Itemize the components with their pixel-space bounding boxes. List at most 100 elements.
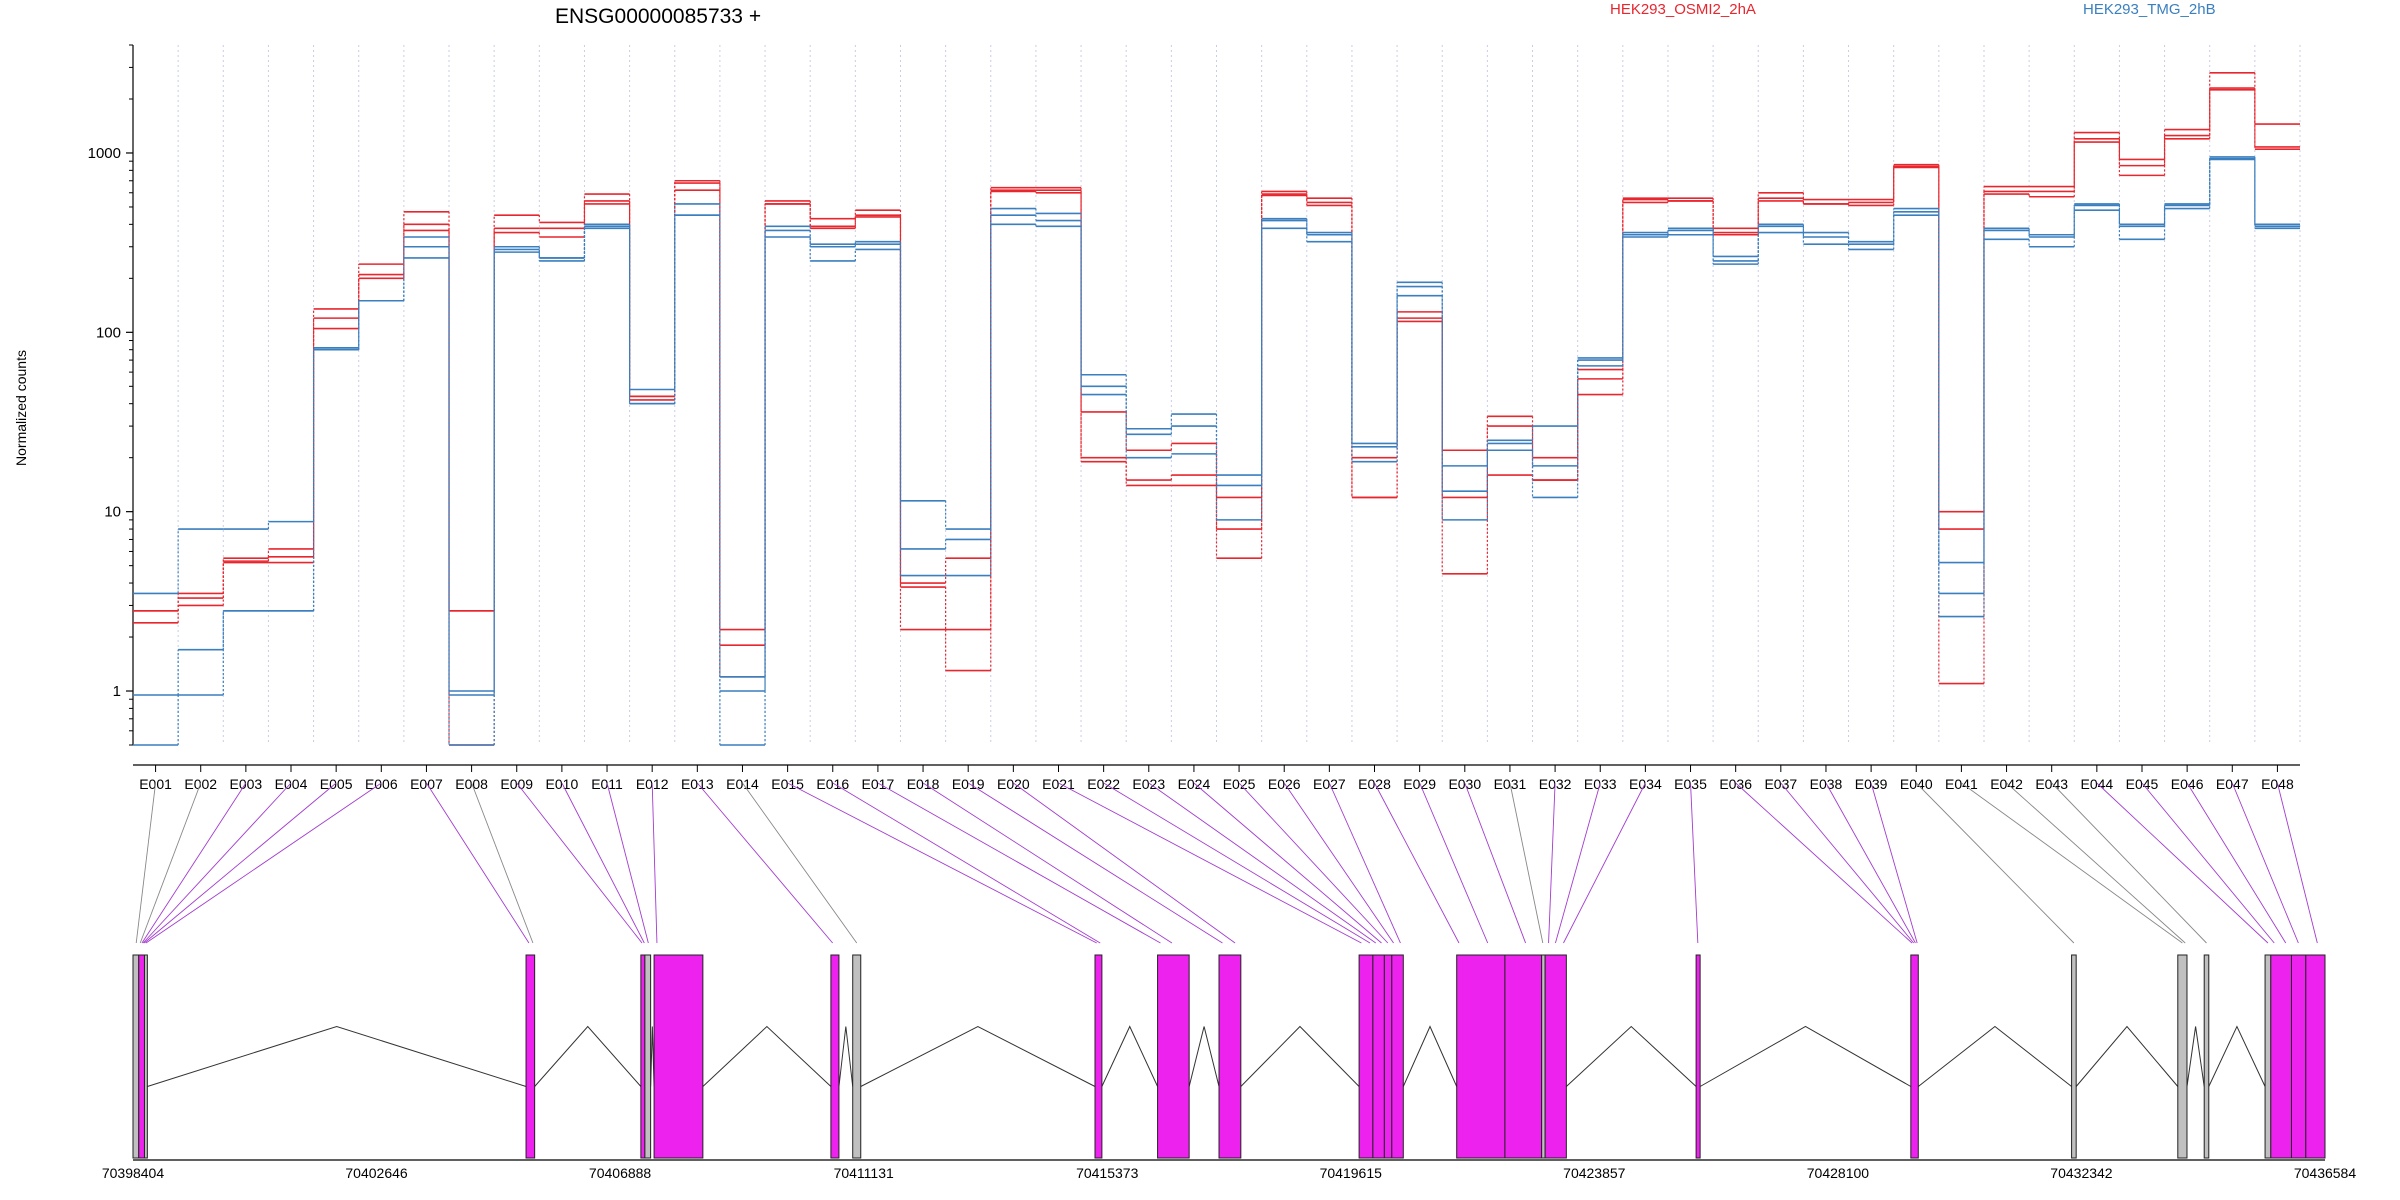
intron	[2208, 1025, 2266, 1087]
genome-tick-label: 70398404	[102, 1165, 165, 1181]
intron	[147, 1025, 527, 1087]
plot-axes: 1 10 100 1000	[88, 44, 2300, 772]
exon-connector	[2231, 782, 2299, 944]
exon-tick-label: E025	[1223, 776, 1256, 792]
exon-connector	[2096, 782, 2269, 944]
intron	[1240, 1025, 1360, 1087]
exon-block	[132, 954, 140, 1159]
exon-tick-label: E040	[1900, 776, 1933, 792]
exon-block	[653, 954, 704, 1159]
exon-connector	[426, 782, 530, 944]
exon-connector	[1961, 782, 2183, 944]
exon-block	[1391, 954, 1404, 1159]
exon-connector	[1419, 782, 1489, 944]
intron	[650, 1026, 655, 1087]
exon-connector	[1780, 782, 1915, 944]
exon-block	[2071, 954, 2077, 1159]
exon-connector	[1238, 782, 1389, 944]
chart-title: ENSG00000085733 +	[555, 5, 761, 28]
exon-tick-label: E026	[1268, 776, 1301, 792]
exon-connector	[1690, 782, 1699, 944]
exon-connector	[516, 782, 643, 944]
genome-tick-label: 70411131	[834, 1165, 894, 1181]
exon-connector	[1735, 782, 1913, 944]
exon-connector	[2276, 782, 2318, 944]
exon-block	[640, 954, 646, 1159]
intron	[1699, 1025, 1912, 1087]
exon-connector	[1509, 782, 1544, 944]
exon-tick-label: E023	[1132, 776, 1165, 792]
exon-connector	[1328, 782, 1401, 944]
exon-tick-label: E044	[2080, 776, 2113, 792]
exon-connector	[135, 782, 157, 944]
exon-connector	[1193, 782, 1382, 944]
intron	[1188, 1026, 1220, 1087]
exon-tick-label: E020	[997, 776, 1030, 792]
intron	[2186, 1026, 2205, 1087]
exon-block	[1372, 954, 1385, 1159]
exon-block	[2203, 954, 2210, 1159]
exon-connector	[1013, 782, 1236, 944]
exon-connector	[1103, 782, 1371, 944]
exon-block	[644, 954, 652, 1159]
exon-connector	[1374, 782, 1460, 944]
exon-connector	[1870, 782, 1918, 944]
exon-block	[138, 954, 145, 1159]
intron	[860, 1025, 1096, 1087]
exon-connector	[561, 782, 645, 944]
exon-block	[1094, 954, 1103, 1159]
exon-tick-label: E005	[320, 776, 353, 792]
exon-block	[2177, 954, 2188, 1159]
y-tick-label: 10	[104, 504, 121, 521]
genome-tick-label: 70415373	[1076, 1165, 1139, 1181]
exon-connector	[143, 782, 337, 944]
exon-connector	[606, 782, 649, 944]
exon-connector	[1548, 782, 1556, 944]
legend-entry-osmi2: HEK293_OSMI2_2hA	[1610, 1, 1756, 18]
exon-block	[1910, 954, 1919, 1159]
exon-connector	[1825, 782, 1916, 944]
exon-connector	[696, 782, 833, 944]
exon-block	[1383, 954, 1393, 1159]
exon-connector	[1555, 782, 1601, 944]
exon-tick-label: E006	[365, 776, 398, 792]
genome-tick-label: 70432342	[2050, 1165, 2113, 1181]
exon-tick-label: E018	[907, 776, 940, 792]
exon-connector	[139, 782, 202, 944]
intron	[534, 1025, 642, 1087]
exon-connector	[2186, 782, 2287, 944]
exon-tick-label: E013	[681, 776, 714, 792]
exon-tick-label: E003	[230, 776, 263, 792]
exon-tick-label: E004	[275, 776, 308, 792]
exon-connector	[1563, 782, 1646, 944]
genome-tick-label: 70423857	[1563, 1165, 1626, 1181]
exon-tick-label: E007	[410, 776, 443, 792]
intron	[2075, 1025, 2179, 1087]
y-axis-label: Normalized counts	[13, 350, 29, 466]
exon-tick-label: E034	[1629, 776, 1662, 792]
exon-connector	[922, 782, 1173, 944]
gene-model	[132, 954, 2326, 1159]
intron	[1566, 1025, 1697, 1087]
y-tick-label: 1000	[88, 145, 121, 162]
exon-block	[2305, 954, 2326, 1159]
exon-block	[852, 954, 862, 1159]
exon-connector	[2141, 782, 2275, 944]
exon-block	[1544, 954, 1567, 1159]
exon-tick-label: E014	[726, 776, 759, 792]
legend-entry-tmg: HEK293_TMG_2hB	[2083, 1, 2216, 18]
exon-connector	[787, 782, 1097, 944]
exon-tick-label: E041	[1945, 776, 1978, 792]
exon-tick-label: E002	[184, 776, 217, 792]
exon-tick-label: E037	[1764, 776, 1797, 792]
y-tick-label: 100	[96, 324, 121, 341]
exon-block	[1358, 954, 1374, 1159]
exon-tick-label: E042	[1990, 776, 2023, 792]
exon-connector	[742, 782, 858, 944]
exon-tick-label: E021	[1042, 776, 1075, 792]
exon-block	[1157, 954, 1190, 1159]
exon-connector	[1915, 782, 2075, 944]
intron	[1917, 1025, 2072, 1087]
series-lines	[133, 71, 2300, 746]
exon-tick-label: E024	[1178, 776, 1211, 792]
